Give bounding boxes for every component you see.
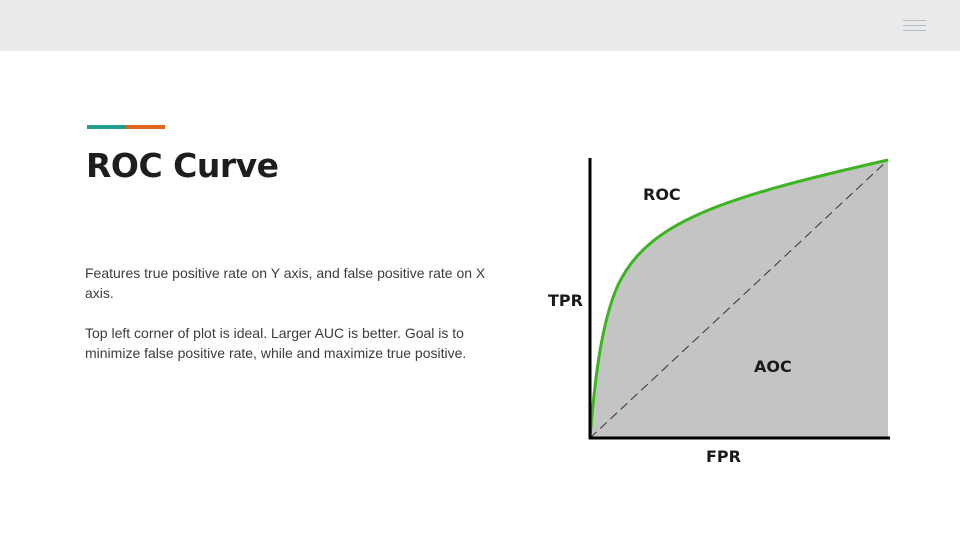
hamburger-menu-icon[interactable] — [903, 20, 926, 31]
diagonal-reference-line — [589, 159, 889, 439]
menu-line — [903, 25, 926, 26]
accent-orange — [126, 125, 165, 129]
title-accent-bar — [87, 125, 165, 129]
x-axis-label: FPR — [706, 447, 741, 466]
slide-body: Features true positive rate on Y axis, a… — [85, 263, 495, 383]
top-bar — [0, 0, 960, 51]
body-paragraph: Features true positive rate on Y axis, a… — [85, 265, 486, 301]
area-label: AOC — [754, 357, 792, 376]
menu-line — [903, 20, 926, 21]
body-paragraph: Top left corner of plot is ideal. Larger… — [85, 325, 467, 361]
slide-title: ROC Curve — [86, 146, 279, 185]
curve-label: ROC — [643, 185, 681, 204]
roc-diagram: ROC AOC TPR FPR — [548, 158, 890, 466]
menu-line — [903, 30, 926, 31]
roc-curve — [588, 158, 889, 439]
y-axis-label: TPR — [548, 291, 583, 310]
accent-teal — [87, 125, 126, 129]
